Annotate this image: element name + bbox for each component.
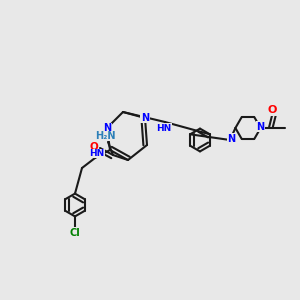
Text: HN: HN [89, 149, 104, 158]
Text: HN: HN [156, 124, 171, 133]
Text: Cl: Cl [70, 228, 80, 238]
Text: H₂N: H₂N [95, 131, 115, 141]
Text: O: O [90, 142, 98, 152]
Text: N: N [141, 113, 149, 123]
Text: N: N [103, 123, 111, 133]
Text: N: N [256, 122, 265, 131]
Text: N: N [227, 134, 236, 143]
Text: O: O [268, 105, 277, 115]
